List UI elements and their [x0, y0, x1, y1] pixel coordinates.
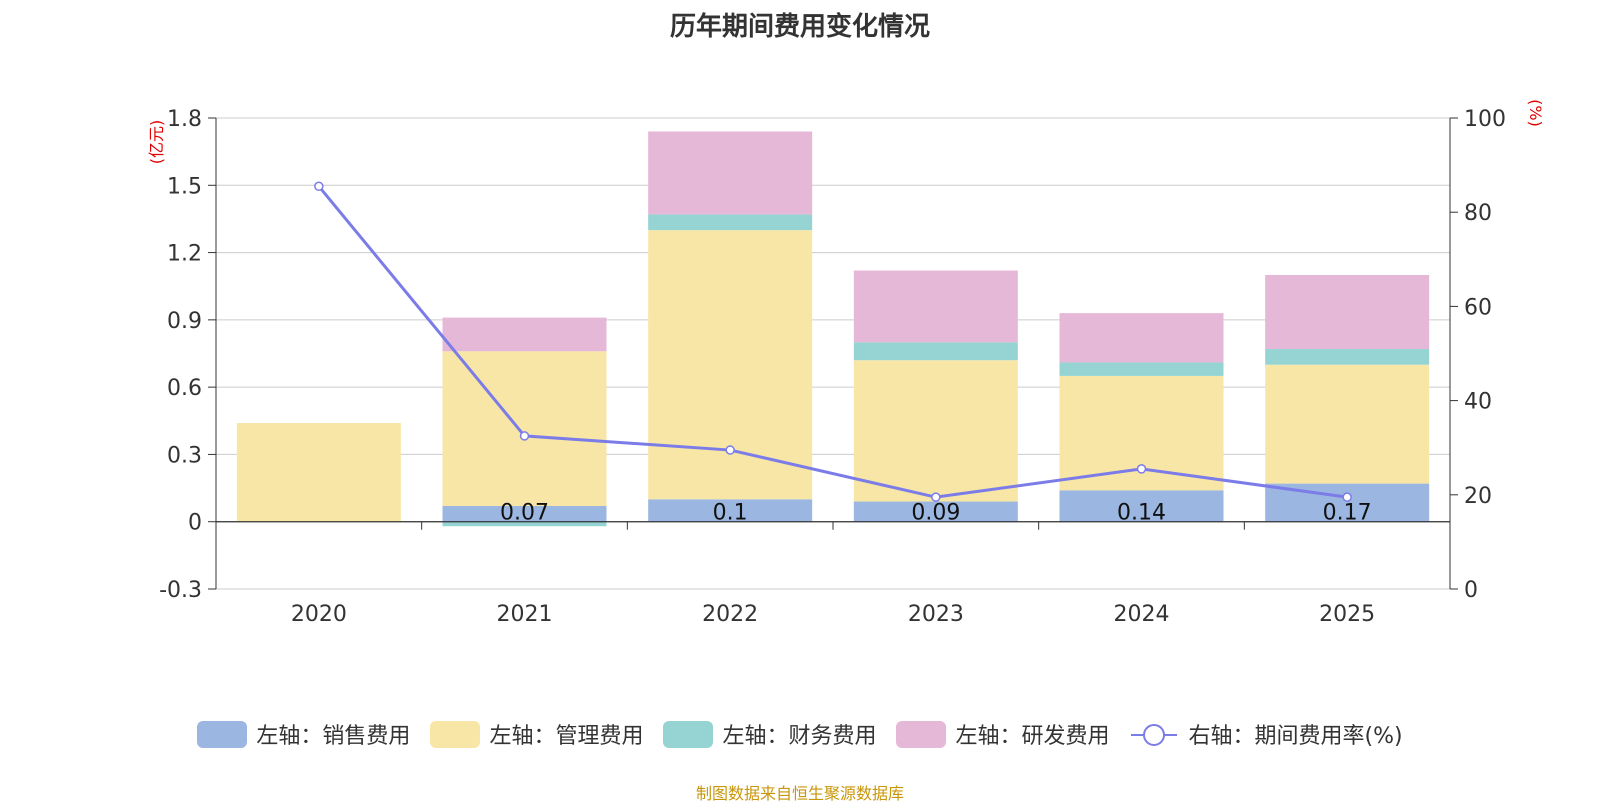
bar-sales-2023	[853, 501, 1018, 522]
x-axis-tick-label: 2025	[1319, 602, 1375, 627]
bar-finance-2022	[648, 214, 813, 231]
legend-item-expense-rate[interactable]: 右轴：期间费用率(%)	[1129, 718, 1403, 750]
legend-swatch-expense-rate	[1131, 723, 1178, 746]
legend-swatch-admin	[430, 720, 481, 748]
left-axis-unit: (亿元)	[147, 120, 166, 165]
bar-finance-2025	[1265, 349, 1430, 365]
legend-swatch-finance	[663, 720, 714, 748]
legend-item-rnd[interactable]: 左轴：研发费用	[896, 718, 1109, 750]
bar-sales-2022	[648, 499, 813, 522]
left-axis-tick-label: 0.3	[167, 443, 202, 468]
line-expense-rate	[317, 185, 1348, 499]
x-axis-tick-label: 2020	[291, 602, 347, 627]
point-expense-rate-2020	[314, 181, 324, 192]
bar-finance-2023	[853, 342, 1018, 361]
right-axis-tick-label: 0	[1464, 578, 1478, 603]
left-axis-tick-label: 1.2	[167, 242, 202, 267]
legend-swatch-sales	[197, 720, 248, 748]
point-expense-rate-2021	[519, 431, 530, 441]
left-axis-tick-label: -0.3	[159, 578, 202, 603]
bar-rnd-2023	[853, 270, 1018, 343]
bar-admin-2020	[236, 423, 401, 522]
bar-finance-2021	[442, 521, 607, 527]
bar-sales-2024	[1059, 490, 1224, 522]
legend-label-expense-rate: 右轴：期间费用率(%)	[1188, 724, 1403, 749]
x-axis-tick-label: 2022	[702, 602, 758, 627]
bar-admin-2022	[648, 230, 813, 500]
right-axis-unit: (%)	[1526, 99, 1545, 127]
right-axis-tick-label: 80	[1464, 201, 1492, 226]
bar-sales-2021	[442, 506, 607, 522]
bar-finance-2024	[1059, 362, 1224, 376]
right-axis-tick-label: 20	[1464, 484, 1492, 509]
data-label-sales-2021: 0.07	[500, 501, 549, 526]
data-label-sales-2024: 0.14	[1117, 501, 1166, 526]
point-expense-rate-2024	[1136, 464, 1147, 474]
legend-label-admin: 左轴：管理费用	[489, 724, 644, 749]
data-source-note: 制图数据来自恒生聚源数据库	[695, 784, 904, 803]
left-axis-tick-label: 0.6	[167, 376, 202, 401]
bar-rnd-2022	[648, 131, 813, 215]
legend-label-sales: 左轴：销售费用	[256, 724, 411, 749]
legend-swatch-rnd	[896, 720, 947, 748]
legend-item-admin[interactable]: 左轴：管理费用	[430, 718, 643, 750]
bar-rnd-2024	[1059, 313, 1224, 363]
data-label-sales-2022: 0.1	[713, 501, 748, 526]
legend-item-sales[interactable]: 左轴：销售费用	[197, 718, 410, 750]
left-axis-tick-label: 1.5	[167, 174, 202, 199]
x-axis-tick-label: 2024	[1114, 602, 1170, 627]
bar-admin-2023	[853, 360, 1018, 502]
legend-item-finance[interactable]: 左轴：财务费用	[663, 718, 876, 750]
bar-admin-2025	[1265, 364, 1430, 484]
left-axis-tick-label: 0	[188, 511, 202, 536]
point-expense-rate-2022	[725, 445, 735, 455]
right-axis-tick-label: 40	[1464, 390, 1492, 415]
data-label-sales-2025: 0.17	[1323, 501, 1372, 526]
bar-rnd-2025	[1265, 275, 1430, 350]
left-axis-tick-label: 0.9	[167, 309, 202, 334]
bar-admin-2021	[442, 351, 607, 507]
x-axis-tick-label: 2021	[497, 602, 553, 627]
point-expense-rate-2023	[931, 492, 941, 502]
point-expense-rate-2025	[1342, 492, 1352, 502]
data-label-sales-2023: 0.09	[911, 501, 960, 526]
right-axis-tick-label: 100	[1464, 107, 1506, 132]
legend-label-rnd: 左轴：研发费用	[955, 724, 1110, 749]
chart-title: 历年期间费用变化情况	[669, 12, 930, 42]
x-axis-tick-label: 2023	[908, 602, 964, 627]
right-axis-tick-label: 60	[1464, 295, 1492, 320]
bar-rnd-2021	[442, 317, 607, 352]
legend-label-finance: 左轴：财务费用	[722, 724, 877, 749]
left-axis-tick-label: 1.8	[167, 107, 202, 132]
legend: 左轴：销售费用 左轴：管理费用 左轴：财务费用 左轴：研发费用 右轴：期间费用率…	[0, 718, 1600, 750]
